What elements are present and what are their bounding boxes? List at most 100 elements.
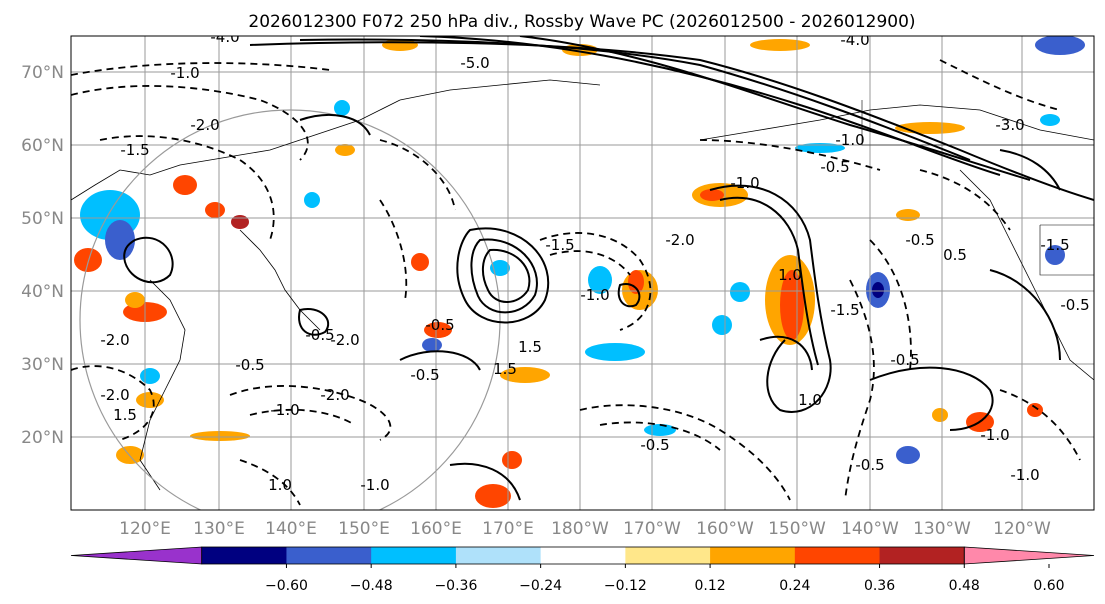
longitude-ticks: 120°E 130°E 140°E 150°E 160°E 170°E 180°W 170°W… (119, 519, 1051, 539)
colorbar-tick-label: −0.12 (604, 578, 647, 594)
contour-label: -0.5 (1060, 296, 1089, 314)
shade-blob (588, 266, 612, 294)
figure-title: 2026012300 F072 250 hPa div., Rossby Wav… (248, 12, 915, 32)
contour-label: 1.5 (113, 406, 137, 424)
contour-line (999, 149, 1061, 191)
contour-line (599, 421, 721, 451)
contour-line (249, 41, 1094, 201)
contour-line (123, 236, 174, 284)
lon-tick-label: 160°E (410, 519, 462, 539)
colorbar-bin (710, 547, 796, 564)
contour-label: -4.0 (840, 31, 869, 49)
contour-label: -1.0 (1010, 466, 1039, 484)
contour-label: -2.0 (100, 386, 129, 404)
colorbar-bin (540, 547, 626, 564)
contour-label: -0.5 (235, 356, 264, 374)
lon-tick-label: 180°W (551, 519, 609, 539)
contour-label: -1.0 (580, 286, 609, 304)
contour-label: -1.0 (270, 401, 299, 419)
contour-label: -1.0 (360, 476, 389, 494)
lon-tick-label: 140°W (841, 519, 899, 539)
shade-blob (205, 202, 225, 218)
border-line (1039, 224, 1094, 276)
colorbar-tick-label: 0.36 (864, 578, 895, 594)
contour-line (379, 139, 456, 211)
shade-blob (1045, 245, 1065, 265)
lon-tick-label: 160°W (696, 519, 754, 539)
colorbar-tick-label: −0.48 (350, 578, 393, 594)
contour-label: -0.5 (305, 326, 334, 344)
contour-label: 1.5 (518, 338, 542, 356)
contour-line (419, 36, 1001, 176)
shade-blob (644, 424, 676, 436)
colorbar: −0.60 −0.48 −0.36 −0.24 −0.12 0.12 0.24 0.36 0.4… (70, 546, 1095, 594)
shade-blob (335, 144, 355, 156)
contour-line (939, 59, 1061, 111)
lon-tick-label: 170°E (482, 519, 534, 539)
lon-tick-label: 120°W (993, 519, 1051, 539)
contour-line (249, 408, 356, 426)
contour-label: -0.5 (640, 436, 669, 454)
shade-blob (500, 367, 550, 383)
contour-line (456, 227, 550, 324)
lon-tick-label: 150°E (338, 519, 390, 539)
map-panel: -4.0 -1.0 -2.0 -1.5 -5.0 -3.0 -4.0 -0.5 -1.0 -2.0… (70, 28, 1095, 511)
contour-label: -2.0 (320, 386, 349, 404)
gridlines (71, 36, 1094, 510)
contour-label: 1.0 (798, 391, 822, 409)
contour-line (399, 350, 481, 371)
lat-tick-label: 40°N (21, 282, 64, 302)
shade-blob (502, 451, 522, 469)
coastline-na-west (959, 169, 1094, 381)
domain-circle (79, 109, 501, 510)
lon-tick-label: 130°W (913, 519, 971, 539)
shade-blob (872, 282, 884, 298)
contour-label: -2.0 (665, 231, 694, 249)
shade-blob (190, 431, 250, 441)
shade-blob (231, 215, 249, 229)
lon-tick-label: 170°W (623, 519, 681, 539)
contour-line (539, 232, 652, 331)
colorbar-tick-label: 0.12 (695, 578, 726, 594)
lat-tick-label: 20°N (21, 428, 64, 448)
contour-line (869, 366, 994, 431)
shade-blob (896, 446, 920, 464)
contour-line (449, 462, 521, 501)
contour-label: 1.0 (268, 476, 292, 494)
contour-line (470, 238, 538, 314)
contour-label: -0.5 (905, 231, 934, 249)
colorbar-bin (794, 547, 881, 564)
shade-blob (896, 209, 920, 221)
colorbar-tick-label: −0.36 (434, 578, 477, 594)
contour-label: -0.5 (425, 316, 454, 334)
contour-label: -1.0 (835, 131, 864, 149)
contour-label: -0.5 (855, 456, 884, 474)
shade-blob (125, 292, 145, 308)
contour-line (999, 389, 1081, 461)
lat-tick-label: 50°N (21, 209, 64, 229)
lon-tick-label: 130°E (193, 519, 245, 539)
contour-line (709, 184, 832, 413)
colorbar-bin (455, 547, 542, 564)
colorbar-frame (201, 546, 965, 565)
contour-line (579, 404, 791, 501)
contour-label: -4.0 (210, 28, 239, 46)
contour-line (519, 36, 1031, 181)
contour-line (719, 196, 819, 366)
contour-label: -1.5 (545, 236, 574, 254)
border-line (861, 100, 1094, 146)
shade-blob (475, 484, 511, 508)
contour-label: -0.5 (820, 158, 849, 176)
shade-blob (730, 282, 750, 302)
contour-label: -0.5 (890, 351, 919, 369)
contour-line (759, 335, 813, 371)
lon-tick-label: 150°W (768, 519, 826, 539)
shade-blob (1040, 114, 1060, 126)
shade-blob (74, 248, 102, 272)
contour-line (239, 459, 301, 506)
contour-line (482, 248, 531, 303)
shade-blob (173, 175, 197, 195)
contour-line (549, 250, 631, 276)
colorbar-bin (201, 547, 287, 564)
colorbar-tick-label: −0.60 (265, 578, 308, 594)
